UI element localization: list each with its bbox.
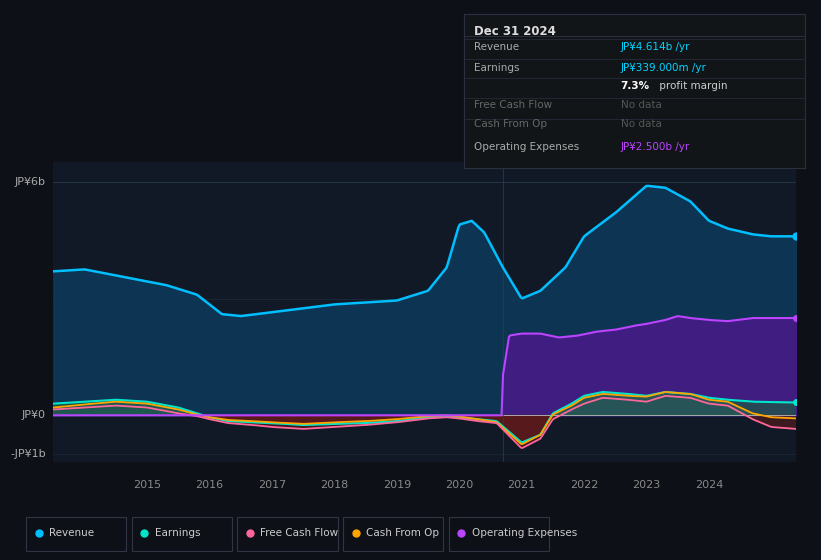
Text: JP¥339.000m /yr: JP¥339.000m /yr: [621, 63, 706, 72]
Text: Free Cash Flow: Free Cash Flow: [260, 529, 338, 538]
Text: 2019: 2019: [383, 480, 410, 490]
Text: No data: No data: [621, 119, 662, 129]
Text: 2024: 2024: [695, 480, 723, 490]
Text: Operating Expenses: Operating Expenses: [471, 529, 577, 538]
Text: 2021: 2021: [507, 480, 536, 490]
Text: Cash From Op: Cash From Op: [366, 529, 439, 538]
Text: 2023: 2023: [632, 480, 661, 490]
Text: Revenue: Revenue: [49, 529, 94, 538]
Text: JP¥2.500b /yr: JP¥2.500b /yr: [621, 142, 690, 152]
Text: JP¥4.614b /yr: JP¥4.614b /yr: [621, 42, 690, 52]
Text: 2017: 2017: [258, 480, 286, 490]
Text: 2015: 2015: [133, 480, 161, 490]
Text: Dec 31 2024: Dec 31 2024: [474, 25, 556, 38]
Text: JP¥0: JP¥0: [22, 410, 46, 421]
Text: profit margin: profit margin: [656, 81, 728, 91]
Text: Cash From Op: Cash From Op: [474, 119, 547, 129]
Text: Revenue: Revenue: [474, 42, 519, 52]
Text: 2018: 2018: [320, 480, 348, 490]
Text: 7.3%: 7.3%: [621, 81, 649, 91]
Text: 2022: 2022: [570, 480, 599, 490]
Text: 2020: 2020: [445, 480, 474, 490]
Text: Earnings: Earnings: [154, 529, 200, 538]
Text: Operating Expenses: Operating Expenses: [474, 142, 580, 152]
Text: 2016: 2016: [195, 480, 223, 490]
Text: Free Cash Flow: Free Cash Flow: [474, 100, 553, 110]
Text: No data: No data: [621, 100, 662, 110]
Text: -JP¥1b: -JP¥1b: [11, 449, 46, 459]
Text: JP¥6b: JP¥6b: [15, 177, 46, 187]
Text: Earnings: Earnings: [474, 63, 520, 72]
